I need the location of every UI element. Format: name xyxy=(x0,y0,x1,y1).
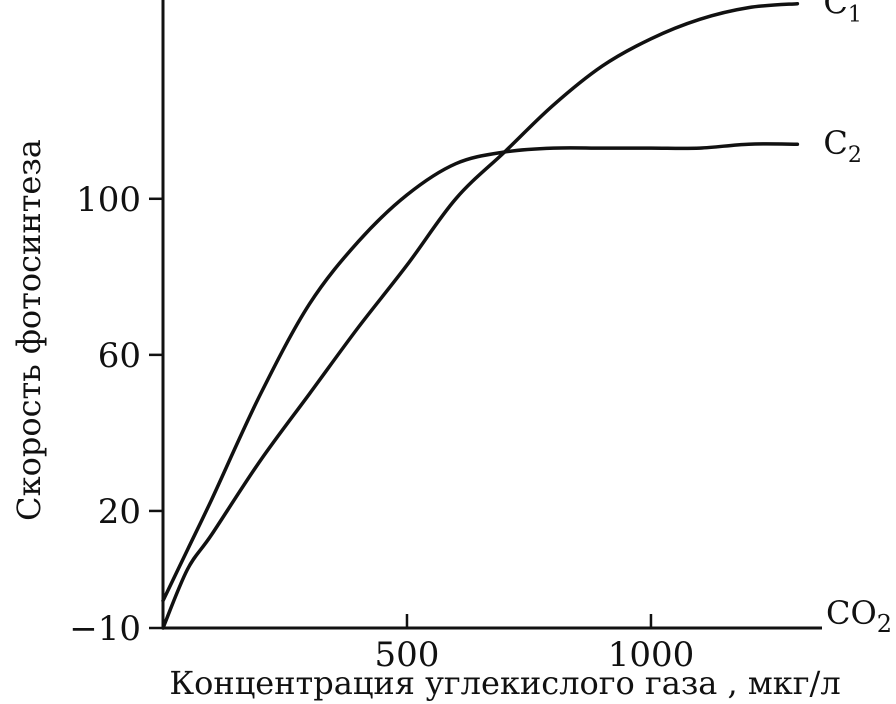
y-axis-label: Скорость фотосинтеза xyxy=(10,139,48,521)
curves: C1 C2 xyxy=(161,0,862,630)
y-tick-label: 100 xyxy=(76,180,141,220)
x-axis-end-label-main: CO xyxy=(826,594,877,632)
labels: CO2 Концентрация углекислого газа , мкг/… xyxy=(10,139,892,702)
series-label-c1: C1 xyxy=(823,0,861,28)
x-tick-label: 500 xyxy=(375,635,440,675)
series-line-c1 xyxy=(161,1,800,630)
series-label-c2: C2 xyxy=(823,124,861,168)
y-tick-label: 60 xyxy=(98,336,141,376)
x-tick-label: 1000 xyxy=(608,635,695,675)
y-tick-label: −10 xyxy=(69,609,141,649)
series-line-c2 xyxy=(161,142,800,603)
x-axis-label: Концентрация углекислого газа , мкг/л xyxy=(169,664,840,702)
ticks: −10 20 60 100 500 1000 xyxy=(69,180,694,675)
axes xyxy=(161,0,822,630)
x-axis-end-label: CO2 xyxy=(826,594,892,638)
y-tick-label: 20 xyxy=(98,492,141,532)
x-axis-end-label-sub: 2 xyxy=(877,610,892,638)
